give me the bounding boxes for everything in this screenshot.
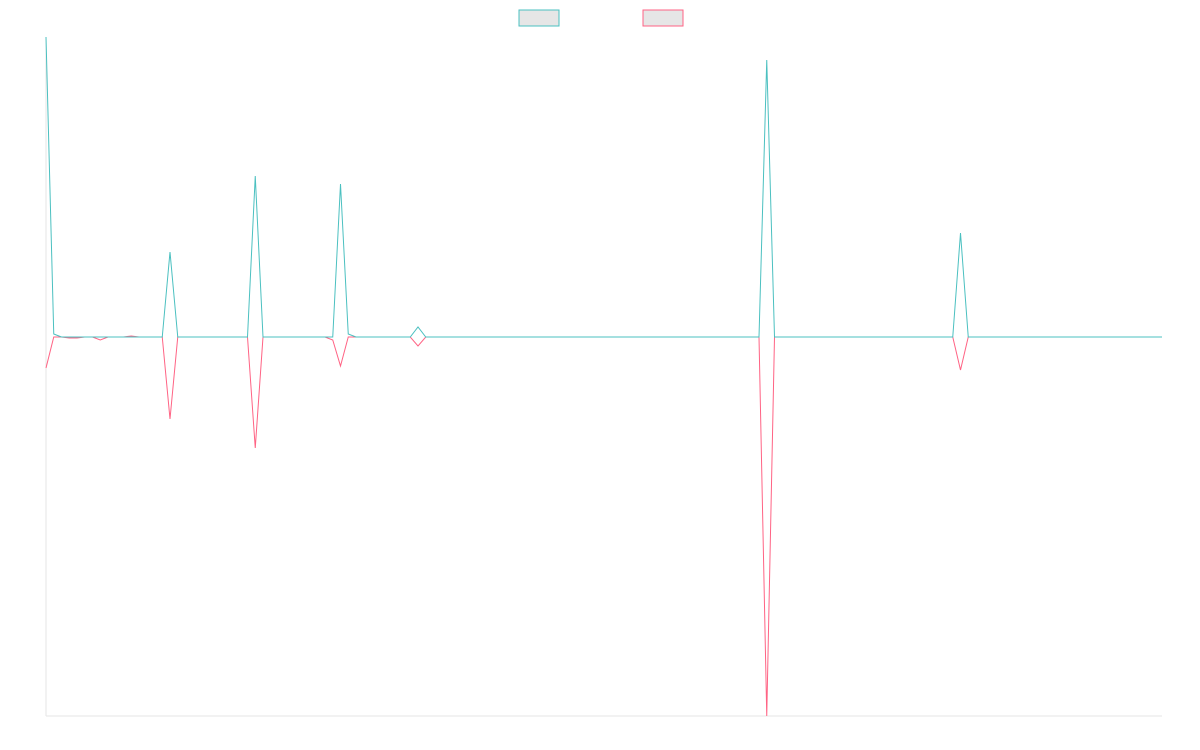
legend-swatch [642, 9, 684, 27]
line-series [45, 36, 1162, 338]
line-series [45, 335, 1162, 717]
legend-swatch [518, 9, 560, 27]
